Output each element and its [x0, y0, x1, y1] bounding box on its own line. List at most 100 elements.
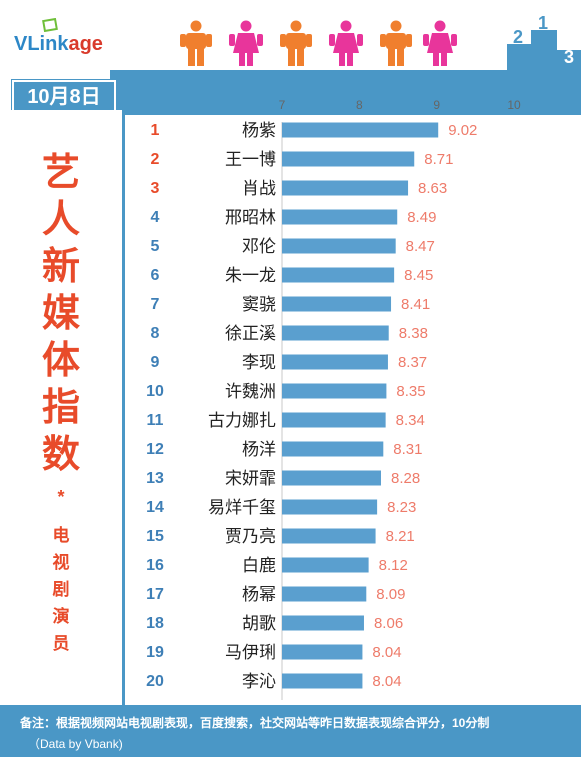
side-subtitle-char: 演: [52, 607, 70, 626]
category-label: 易烊千玺: [208, 498, 276, 517]
category-label: 邢昭林: [225, 208, 276, 227]
value-label: 8.04: [372, 644, 401, 661]
category-label: 马伊琍: [225, 643, 276, 662]
female-icon: [229, 20, 263, 66]
brand-logo: VLinkage: [14, 33, 103, 56]
value-label: 8.12: [379, 557, 408, 574]
category-label: 白鹿: [242, 556, 276, 575]
category-label: 杨幂: [242, 585, 276, 604]
category-label: 朱一龙: [225, 266, 276, 285]
side-title-char: 人: [41, 199, 80, 241]
category-label: 杨紫: [242, 121, 276, 140]
side-title-char: 艺: [41, 152, 80, 194]
category-label: 王一博: [225, 150, 276, 169]
side-title-char: 体: [41, 340, 80, 382]
bar: [282, 528, 376, 544]
side-star: *: [57, 487, 65, 507]
value-label: 8.45: [404, 267, 433, 284]
header-bar: [110, 70, 581, 115]
rank-label: 15: [146, 528, 164, 545]
value-label: 8.34: [396, 412, 425, 429]
value-label: 8.49: [407, 209, 436, 226]
value-label: 8.28: [391, 470, 420, 487]
brand-logo-suffix: age: [68, 33, 103, 55]
bar: [282, 615, 364, 631]
category-label: 胡歌: [242, 614, 276, 633]
people-icons: [178, 20, 458, 66]
side-subtitle-char: 视: [52, 553, 70, 572]
rank-label: 11: [147, 412, 164, 429]
bar: [282, 325, 389, 341]
rank-label: 12: [146, 441, 164, 458]
bar: [282, 180, 409, 196]
category-label: 许魏洲: [225, 382, 276, 401]
category-label: 古力娜扎: [208, 411, 276, 430]
date-badge: 10月8日: [12, 80, 116, 114]
side-panel: [0, 110, 125, 705]
header: VLinkage 2 1 3: [0, 0, 581, 70]
bar: [282, 267, 395, 283]
value-label: 8.21: [386, 528, 415, 545]
female-icon: [423, 20, 457, 66]
podium-icon: 2 1 3: [507, 16, 581, 70]
rank-label: 9: [151, 354, 160, 371]
bar: [282, 412, 386, 428]
category-label: 窦骁: [242, 295, 276, 314]
x-tick-label: 8: [356, 98, 363, 112]
category-label: 肖战: [242, 179, 276, 198]
category-label: 宋妍霏: [225, 469, 276, 488]
bar: [282, 354, 388, 370]
value-label: 8.71: [424, 151, 453, 168]
value-label: 8.38: [399, 325, 428, 342]
rank-label: 19: [146, 644, 164, 661]
value-label: 9.02: [448, 122, 477, 139]
bar: [282, 586, 367, 602]
footer-note: 备注：根据视频网站电视剧表现，百度搜索，社交网站等昨日数据表现综合评分，10分制: [20, 716, 490, 730]
footer-source: （Data by Vbank): [28, 737, 123, 751]
rank-label: 13: [146, 470, 164, 487]
bar: [282, 673, 363, 689]
value-label: 8.04: [372, 673, 401, 690]
rank-label: 8: [151, 325, 160, 342]
bar: [282, 296, 392, 312]
rank-label: 1: [151, 122, 160, 139]
rank-label: 3: [151, 180, 160, 197]
value-label: 8.35: [396, 383, 425, 400]
male-icon: [380, 20, 412, 66]
x-tick-label: 7: [279, 98, 286, 112]
side-subtitle-char: 电: [52, 526, 70, 545]
bar: [282, 383, 387, 399]
category-label: 李沁: [242, 672, 276, 691]
side-subtitle-char: 员: [52, 634, 70, 653]
value-label: 8.41: [401, 296, 430, 313]
bar: [282, 441, 384, 457]
male-icon: [280, 20, 312, 66]
rank-label: 5: [151, 238, 160, 255]
bar: [282, 238, 396, 254]
rank-label: 4: [151, 209, 160, 226]
logo-mark-icon: [42, 18, 58, 32]
bar: [282, 209, 398, 225]
bar: [282, 151, 415, 167]
bar: [282, 470, 381, 486]
side-subtitle-char: 剧: [52, 580, 70, 599]
svg-text:2: 2: [513, 27, 523, 47]
rank-label: 10: [146, 383, 164, 400]
side-title-char: 指: [41, 387, 80, 429]
category-label: 贾乃亮: [225, 527, 276, 546]
category-label: 杨洋: [242, 440, 276, 459]
value-label: 8.09: [376, 586, 405, 603]
x-tick-label: 9: [433, 98, 440, 112]
bar-chart: 7 8 9 10 1 杨紫 9.02 2 王一博 8.71 3 肖战 8.63 4 邢昭林 8.49 5 邓伦 8.…: [146, 98, 521, 700]
rank-label: 14: [146, 499, 164, 516]
rank-label: 7: [151, 296, 160, 313]
side-subtitle: 电 视 剧 演 员: [0, 522, 122, 657]
rank-label: 2: [151, 151, 160, 168]
side-title-char: 新: [41, 246, 80, 288]
rank-label: 6: [151, 267, 160, 284]
value-label: 8.31: [393, 441, 422, 458]
value-label: 8.06: [374, 615, 403, 632]
footer: 备注：根据视频网站电视剧表现，百度搜索，社交网站等昨日数据表现综合评分，10分制…: [0, 705, 581, 757]
svg-text:1: 1: [538, 16, 548, 33]
bar: [282, 499, 378, 515]
